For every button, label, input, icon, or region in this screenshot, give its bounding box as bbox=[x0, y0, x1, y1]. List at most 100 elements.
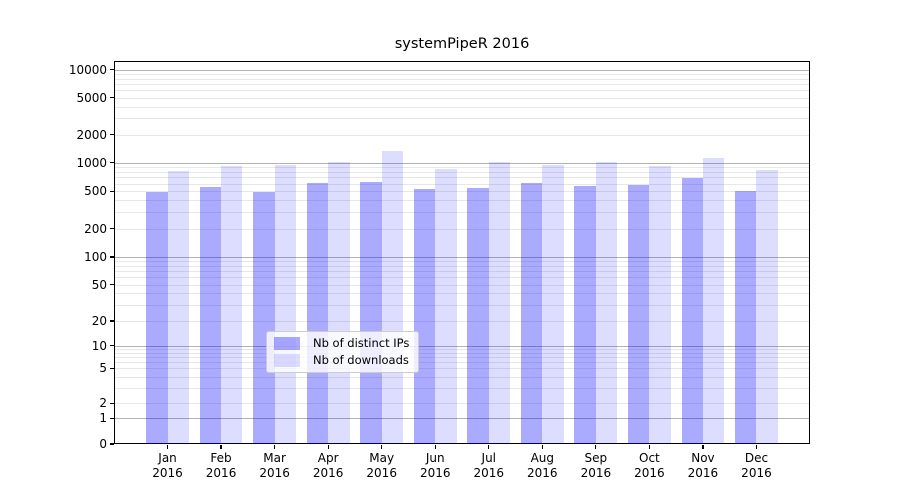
bar-distinct-ips-apr bbox=[306, 182, 329, 444]
minor-gridline bbox=[115, 362, 809, 364]
y-tick-label: 10 bbox=[91, 338, 107, 353]
minor-gridline bbox=[115, 304, 809, 306]
minor-gridline bbox=[115, 352, 809, 354]
y-tick-label: 5000 bbox=[76, 90, 107, 105]
minor-gridline bbox=[115, 78, 809, 80]
month-line: Aug bbox=[530, 451, 555, 465]
x-tick-label-may: May 2016 bbox=[366, 451, 397, 481]
bar-downloads-jul bbox=[488, 162, 511, 444]
y-tick-mark bbox=[110, 228, 114, 230]
bar-distinct-ips-mar bbox=[253, 191, 275, 444]
y-tick-mark bbox=[110, 367, 114, 369]
month-line: Nov bbox=[691, 451, 715, 465]
y-tick-label: 500 bbox=[84, 184, 107, 199]
month-line: Jan bbox=[158, 451, 177, 465]
x-tick-label-aug: Aug 2016 bbox=[527, 451, 558, 481]
minor-gridline bbox=[115, 293, 809, 295]
minor-gridline bbox=[115, 368, 809, 370]
minor-gridline bbox=[115, 106, 809, 108]
minor-gridline bbox=[115, 284, 809, 286]
legend-swatch-distinct-ips bbox=[274, 337, 300, 350]
y-tick-mark bbox=[110, 283, 114, 286]
minor-gridline bbox=[115, 387, 809, 389]
bar-distinct-ips-aug bbox=[520, 183, 543, 444]
x-tick-label-apr: Apr 2016 bbox=[313, 451, 344, 481]
y-tick-mark bbox=[110, 134, 114, 136]
year-line: 2016 bbox=[527, 466, 558, 480]
year-line: 2016 bbox=[473, 466, 505, 480]
y-tick-mark bbox=[110, 417, 114, 419]
major-gridline bbox=[115, 257, 809, 258]
minor-gridline bbox=[115, 84, 809, 86]
y-tick-mark bbox=[110, 97, 114, 99]
minor-gridline bbox=[115, 191, 809, 193]
x-tick-label-nov: Nov 2016 bbox=[688, 451, 719, 481]
major-gridline bbox=[115, 69, 809, 71]
month-line: Sep bbox=[584, 451, 608, 465]
minor-gridline bbox=[115, 349, 809, 351]
x-tick-label-jul: Jul 2016 bbox=[473, 451, 504, 481]
bar-downloads-feb bbox=[221, 166, 243, 444]
minor-gridline bbox=[115, 183, 809, 185]
y-tick-mark bbox=[110, 402, 114, 404]
month-line: Apr bbox=[317, 451, 339, 465]
minor-gridline bbox=[115, 376, 809, 378]
x-tick-mark bbox=[327, 444, 329, 449]
minor-gridline bbox=[115, 212, 809, 214]
month-line: Mar bbox=[263, 451, 286, 465]
x-tick-mark bbox=[488, 444, 490, 449]
x-tick-mark bbox=[166, 444, 169, 449]
x-tick-label-sep: Sep 2016 bbox=[581, 451, 612, 481]
y-tick-label: 1000 bbox=[76, 155, 107, 170]
legend-label-distinct-ips: Nb of distinct IPs bbox=[313, 336, 410, 350]
y-tick-label: 10000 bbox=[68, 62, 107, 77]
year-line: 2016 bbox=[419, 466, 451, 480]
y-tick-mark bbox=[110, 345, 114, 347]
plot-area bbox=[114, 60, 810, 444]
y-tick-label: 1 bbox=[99, 411, 107, 426]
y-tick-label: 0 bbox=[99, 437, 107, 451]
y-tick-label: 200 bbox=[84, 221, 107, 236]
year-line: 2016 bbox=[741, 466, 772, 480]
year-line: 2016 bbox=[687, 466, 719, 480]
bar-distinct-ips-feb bbox=[199, 187, 222, 444]
legend-swatch-downloads bbox=[274, 354, 300, 367]
bar-distinct-ips-may bbox=[360, 181, 382, 444]
year-line: 2016 bbox=[312, 466, 344, 480]
bar-downloads-jan bbox=[167, 170, 189, 444]
month-line: May bbox=[369, 451, 395, 465]
bar-downloads-aug bbox=[542, 164, 564, 444]
year-line: 2016 bbox=[205, 466, 237, 480]
bar-downloads-mar bbox=[274, 164, 297, 444]
y-tick-label: 2 bbox=[99, 396, 107, 411]
bar-distinct-ips-jul bbox=[467, 188, 489, 444]
minor-gridline bbox=[115, 200, 809, 202]
major-gridline bbox=[115, 418, 809, 420]
year-line: 2016 bbox=[152, 466, 183, 480]
x-tick-mark bbox=[274, 444, 276, 449]
minor-gridline bbox=[115, 134, 809, 136]
x-tick-label-mar: Mar 2016 bbox=[259, 451, 290, 481]
month-line: Jul bbox=[481, 451, 497, 465]
minor-gridline bbox=[115, 265, 809, 267]
legend: Nb of distinct IPs Nb of downloads bbox=[266, 331, 420, 373]
bar-distinct-ips-jan bbox=[146, 191, 168, 444]
minor-gridline bbox=[115, 403, 809, 405]
y-tick-mark bbox=[110, 443, 114, 445]
chart-title: systemPipeR 2016 bbox=[394, 36, 530, 52]
x-tick-label-feb: Feb 2016 bbox=[206, 451, 237, 481]
major-gridline bbox=[115, 162, 809, 164]
y-tick-mark bbox=[110, 190, 114, 192]
minor-gridline bbox=[115, 321, 809, 322]
x-tick-mark bbox=[220, 444, 222, 449]
bar-distinct-ips-dec bbox=[735, 190, 757, 444]
minor-gridline bbox=[115, 357, 809, 359]
minor-gridline bbox=[115, 171, 809, 173]
x-tick-label-jun: Jun 2016 bbox=[420, 451, 451, 481]
minor-gridline bbox=[115, 228, 809, 230]
x-tick-mark bbox=[702, 444, 704, 449]
x-tick-label-dec: Dec 2016 bbox=[741, 451, 772, 481]
bar-downloads-sep bbox=[595, 161, 618, 444]
x-tick-label-oct: Oct 2016 bbox=[634, 451, 665, 481]
